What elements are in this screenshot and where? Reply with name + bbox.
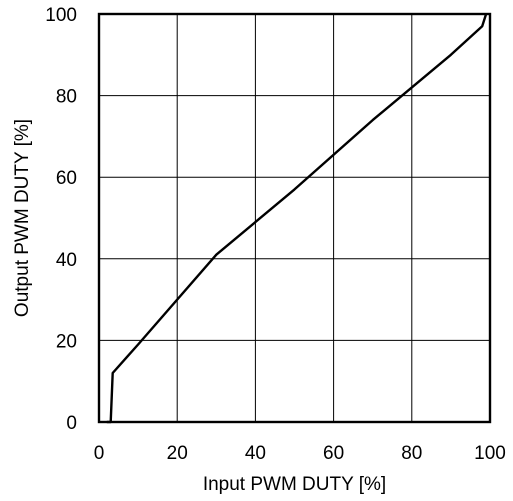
y-tick-label: 0 (66, 413, 77, 434)
grid-lines (99, 14, 490, 422)
x-tick-label: 100 (474, 443, 506, 464)
y-tick-label: 60 (56, 168, 77, 189)
y-tick-label: 100 (45, 5, 77, 26)
x-tick-labels: 0 20 40 60 80 100 (94, 443, 506, 464)
y-tick-label: 40 (56, 250, 77, 271)
x-tick-label: 80 (401, 443, 422, 464)
y-tick-labels: 0 20 40 60 80 100 (45, 5, 77, 434)
x-tick-label: 20 (167, 443, 188, 464)
x-tick-label: 40 (245, 443, 266, 464)
series-line (106, 13, 488, 424)
y-tick-label: 20 (56, 331, 77, 352)
x-axis-label: Input PWM DUTY [%] (203, 474, 386, 495)
x-tick-label: 0 (94, 443, 105, 464)
y-tick-label: 80 (56, 87, 77, 108)
x-tick-label: 60 (323, 443, 344, 464)
plot-frame (97, 12, 492, 424)
y-axis-label: Output PWM DUTY [%] (12, 119, 33, 317)
